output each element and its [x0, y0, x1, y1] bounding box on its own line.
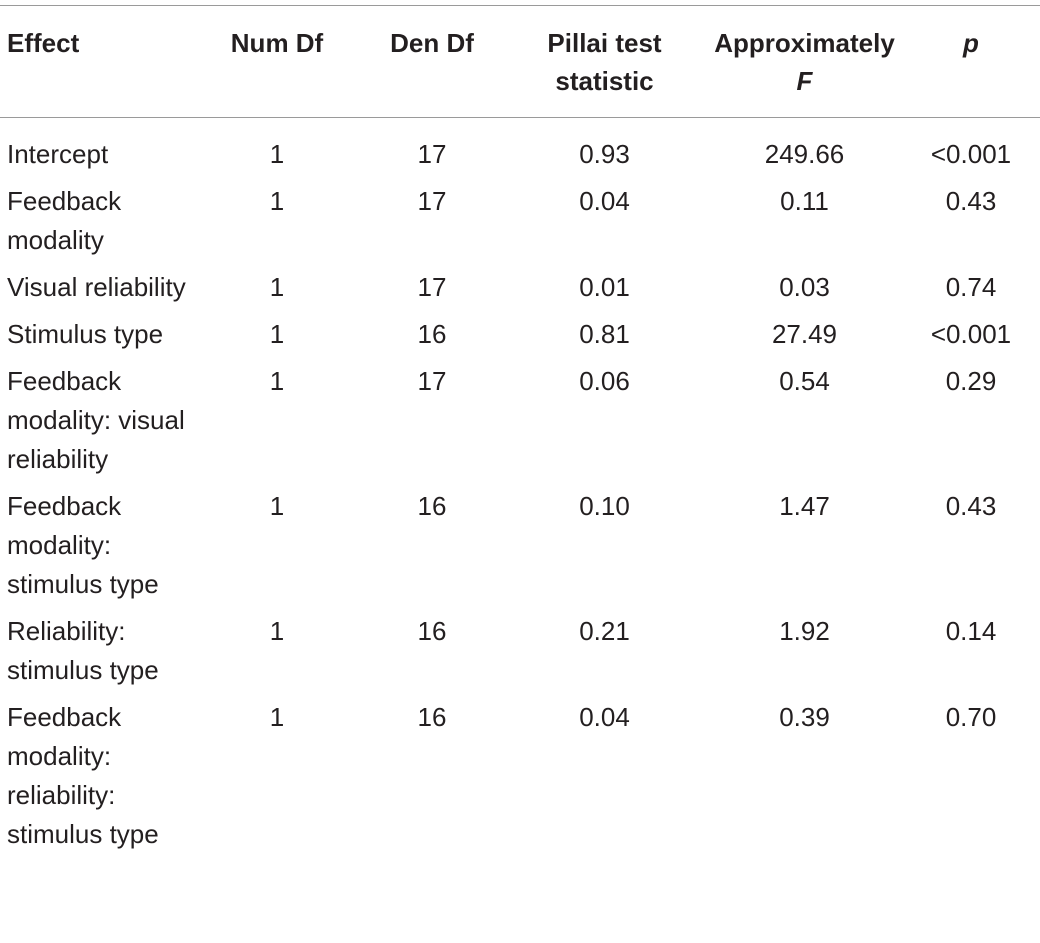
table-row: Stimulus type 1 16 0.81 27.49 <0.001: [0, 307, 1040, 354]
table-cell: 16: [417, 491, 447, 521]
header-text: Approximately: [714, 28, 895, 58]
table-cell: 0.01: [579, 272, 630, 302]
table-cell: 27.49: [771, 319, 838, 349]
header-cell: Num Df: [192, 5, 362, 118]
table-cell: 1: [269, 366, 285, 396]
table-cell: 249.66: [764, 139, 845, 169]
table-row: Reliability: stimulus type 1 16 0.21 1.92 0.1…: [0, 604, 1040, 690]
table-body: Intercept 1 17 0.93 249.66 <0.001 Feedback mod…: [0, 118, 1040, 855]
table-cell: 0.21: [579, 616, 630, 646]
table-cell: Feedback modality: [7, 186, 122, 255]
table-cell: 17: [417, 186, 447, 216]
table-cell: 17: [417, 272, 447, 302]
table-cell: 0.04: [579, 186, 630, 216]
table-cell: 1: [269, 186, 285, 216]
header-cell: Den Df: [362, 5, 502, 118]
table-cell: 0.93: [579, 139, 630, 169]
table-cell: 1: [269, 702, 285, 732]
table-cell: 1: [269, 319, 285, 349]
table-cell: 1: [269, 616, 285, 646]
table-cell: 1: [269, 491, 285, 521]
table-cell: 16: [417, 319, 447, 349]
table-cell: 0.03: [779, 272, 830, 302]
page: Effect Num Df Den Df Pillai test statistic A…: [0, 5, 1040, 943]
table-cell: 1: [269, 272, 285, 302]
table-row: Feedback modality: reliability: stimulus…: [0, 690, 1040, 854]
table-cell: 1: [269, 139, 285, 169]
table-cell: 0.43: [945, 186, 997, 216]
header-emphasis: F: [796, 66, 813, 96]
table-row: Visual reliability 1 17 0.01 0.03 0.74: [0, 260, 1040, 307]
table-cell: Stimulus type: [7, 319, 164, 349]
table-cell: 0.10: [579, 491, 630, 521]
header-cell: Pillai test statistic: [502, 5, 707, 118]
table-cell: 0.54: [779, 366, 830, 396]
table-cell: Reliability: stimulus type: [7, 616, 159, 685]
table-cell: Feedback modality: visual reliability: [7, 366, 185, 474]
table-row: Feedback modality: stimulus type 1 16 0.10 1…: [0, 479, 1040, 604]
header-cell: Approximately F: [707, 5, 902, 118]
header-row: Effect Num Df Den Df Pillai test statistic A…: [0, 5, 1040, 118]
table-cell: Feedback modality: reliability: stimulus…: [7, 702, 159, 849]
table-cell: 0.74: [945, 272, 997, 302]
table-cell: 0.39: [779, 702, 830, 732]
anova-table: Effect Num Df Den Df Pillai test statistic A…: [0, 5, 1040, 854]
table-row: Feedback modality: visual reliability 1 17…: [0, 354, 1040, 479]
table-cell: Intercept: [7, 139, 109, 169]
table-cell: Feedback modality: stimulus type: [7, 491, 159, 599]
header-cell: Effect: [0, 5, 192, 118]
table-cell: 1.92: [779, 616, 830, 646]
table-cell: 0.04: [579, 702, 630, 732]
table-cell: 1.47: [779, 491, 830, 521]
table-cell: <0.001: [930, 139, 1012, 169]
table-cell: 0.29: [945, 366, 997, 396]
table-cell: 16: [417, 616, 447, 646]
table-cell: 16: [417, 702, 447, 732]
table-cell: 17: [417, 366, 447, 396]
table-cell: 0.43: [945, 491, 997, 521]
table-cell: 0.70: [945, 702, 997, 732]
table-cell: 0.81: [579, 319, 630, 349]
header-cell: p: [902, 5, 1040, 118]
table-cell: 0.11: [780, 186, 829, 216]
table-row: Feedback modality 1 17 0.04 0.11 0.43: [0, 174, 1040, 260]
table-cell: Visual reliability: [7, 272, 186, 302]
table-cell: 17: [417, 139, 447, 169]
table-row: Intercept 1 17 0.93 249.66 <0.001: [0, 118, 1040, 175]
table-cell: 0.06: [579, 366, 630, 396]
table-cell: 0.14: [945, 616, 997, 646]
table-cell: <0.001: [930, 319, 1012, 349]
